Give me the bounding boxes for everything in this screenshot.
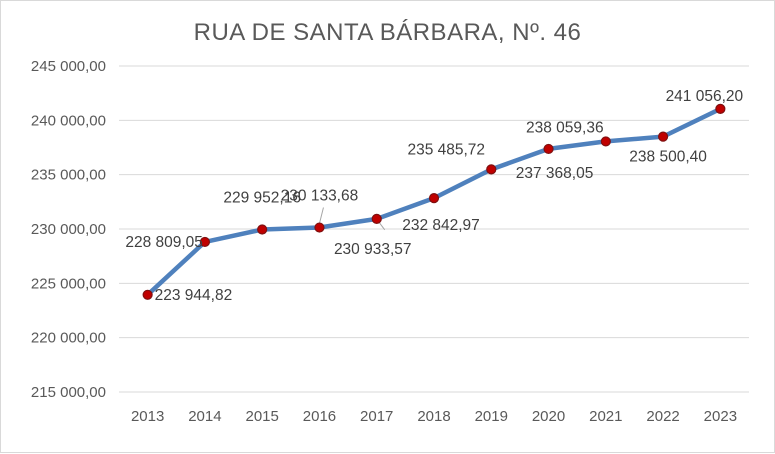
chart-title: RUA DE SANTA BÁRBARA, Nº. 46: [193, 19, 582, 46]
data-point: [257, 224, 268, 235]
y-tick-label: 245 000,00: [31, 58, 106, 75]
y-tick-label: 225 000,00: [31, 275, 106, 292]
x-tick-label: 2015: [245, 408, 278, 425]
data-point: [142, 289, 153, 300]
data-point: [543, 143, 554, 155]
x-tick-label: 2023: [704, 408, 737, 425]
x-tick-label: 2018: [417, 408, 450, 425]
x-tick-label: 2017: [360, 408, 393, 425]
x-tick-label: 2022: [646, 408, 679, 425]
x-tick-label: 2019: [475, 408, 508, 425]
data-label: 238 059,36: [526, 119, 604, 136]
data-label: 237 368,05: [516, 165, 594, 182]
data-point: [600, 136, 611, 147]
y-tick-label: 230 000,00: [31, 221, 106, 238]
x-tick-label: 2013: [131, 408, 164, 425]
data-point: [428, 193, 440, 204]
data-point: [314, 222, 325, 233]
data-label: 232 842,97: [402, 217, 480, 234]
leader-line: [378, 221, 386, 231]
data-label: 229 952,16: [223, 190, 301, 207]
y-tick-label: 235 000,00: [31, 167, 106, 184]
leader-line: [318, 207, 324, 224]
x-tick-label: 2020: [532, 408, 565, 425]
y-tick-label: 240 000,00: [31, 112, 106, 129]
data-point: [486, 164, 497, 175]
y-tick-label: 215 000,00: [31, 384, 106, 401]
data-point: [199, 236, 211, 248]
data-label: 228 809,05: [125, 234, 203, 251]
data-label: 235 485,72: [407, 141, 485, 158]
data-label: 241 056,20: [666, 88, 744, 105]
data-label: 238 500,40: [629, 149, 707, 166]
x-tick-label: 2014: [188, 408, 221, 425]
data-point: [715, 103, 726, 114]
y-tick-label: 220 000,00: [31, 330, 106, 347]
x-tick-label: 2021: [589, 408, 622, 425]
data-point: [371, 213, 382, 224]
data-label: 230 933,57: [334, 241, 412, 258]
x-tick-label: 2016: [303, 408, 336, 425]
data-label: 230 133,68: [281, 188, 359, 205]
data-point: [657, 131, 669, 142]
data-label: 223 944,82: [155, 287, 233, 304]
